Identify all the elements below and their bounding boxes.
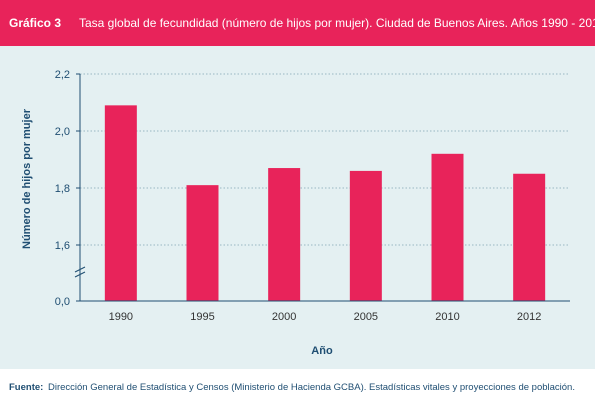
bar-2012: [513, 173, 546, 301]
axes: [74, 73, 570, 302]
bar-2005: [349, 170, 382, 301]
figure-label: Gráfico 3: [9, 16, 62, 30]
bar-1995: [186, 185, 219, 301]
bar-chart: 0,0 1,6 1,8 2,0 2,2 1990 1995 2000 2005 2010 2012…: [21, 69, 570, 357]
grid-lines: [80, 73, 570, 246]
y-axis-label: Número de hijos por mujer: [21, 108, 33, 249]
source-label: Fuente:: [9, 382, 44, 393]
chart-title: Tasa global de fecundidad (número de hij…: [79, 16, 595, 30]
source-text: Dirección General de Estadística y Censo…: [48, 382, 575, 393]
x-tick-labels: 1990 1995 2000 2005 2010 2012: [109, 311, 542, 323]
source-note: Fuente: Dirección General de Estadística…: [0, 370, 595, 405]
bar-1990: [104, 105, 137, 301]
x-axis-label: Año: [311, 345, 333, 357]
y-tick-label: 0,0: [55, 296, 70, 308]
chart-panel: 0,0 1,6 1,8 2,0 2,2 1990 1995 2000 2005 2010 2012…: [0, 46, 595, 369]
y-tick-label: 2,2: [55, 69, 70, 81]
bar-2000: [268, 168, 301, 301]
y-tick-label: 1,6: [55, 240, 70, 252]
x-tick-label: 1990: [109, 311, 133, 323]
x-tick-label: 2000: [272, 311, 296, 323]
x-tick-label: 2010: [435, 311, 459, 323]
x-tick-label: 1995: [190, 311, 214, 323]
y-tick-label: 2,0: [55, 126, 70, 138]
bar-2010: [431, 153, 464, 301]
chart-header: Gráfico 3 Tasa global de fecundidad (núm…: [0, 0, 595, 46]
y-tick-label: 1,8: [55, 183, 70, 195]
bars: [104, 105, 546, 301]
axis-break-mark: [74, 266, 86, 278]
x-tick-label: 2005: [354, 311, 378, 323]
y-tick-labels: 0,0 1,6 1,8 2,0 2,2: [55, 69, 70, 308]
x-tick-label: 2012: [517, 311, 541, 323]
